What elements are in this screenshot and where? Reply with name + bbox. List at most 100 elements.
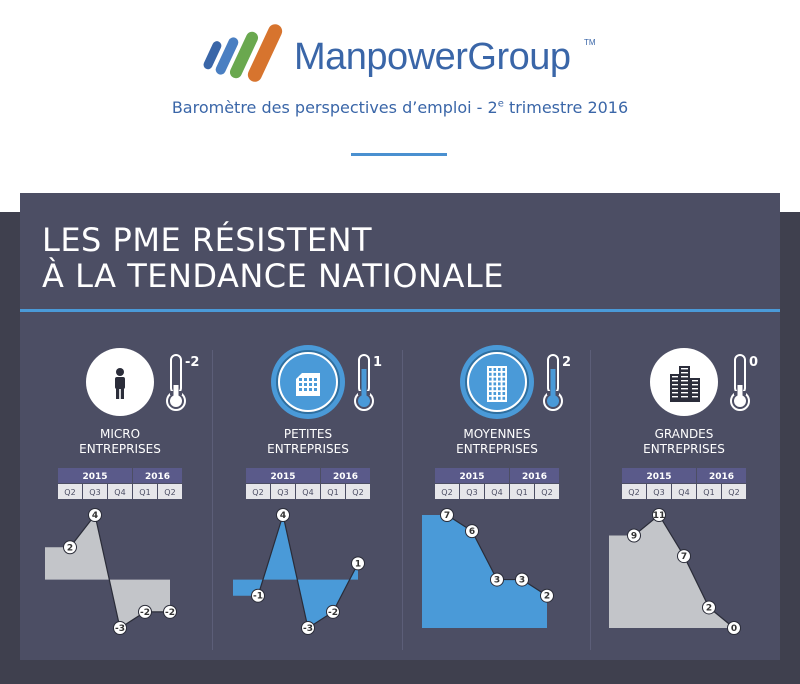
data-point: [163, 604, 177, 619]
building-window: [681, 392, 688, 394]
building-window: [299, 383, 302, 386]
building-window: [489, 382, 492, 386]
quarter-cell: [246, 484, 270, 499]
building-window: [692, 380, 698, 382]
building-window: [502, 392, 506, 395]
data-point: [702, 600, 716, 615]
building-window: [681, 368, 688, 370]
building-window: [493, 396, 497, 400]
data-label: -2: [328, 608, 338, 618]
building-window: [493, 387, 497, 391]
quarter-label: Q1: [703, 488, 714, 497]
quarter-label: Q1: [327, 488, 338, 497]
header: ManpowerGroup TM Baromètre des perspecti…: [0, 0, 800, 212]
thermometer-value: 2: [562, 355, 571, 370]
building-window: [489, 387, 492, 391]
building-window: [304, 378, 307, 381]
thermometer-bulb: [170, 395, 182, 407]
year-label: 2016: [145, 472, 170, 482]
data-label: 7: [681, 552, 687, 562]
building-window: [309, 383, 312, 386]
building-window: [681, 372, 688, 374]
quarter-label: Q3: [89, 488, 100, 497]
year-header: [435, 468, 509, 483]
building-window: [489, 396, 492, 400]
building-window: [493, 372, 497, 376]
headline-line-2: À LA TENDANCE NATIONALE: [42, 257, 504, 295]
building-window: [299, 388, 302, 391]
person-icon: [120, 388, 124, 399]
year-header: [246, 468, 320, 483]
office-building-icon: [487, 366, 507, 402]
building-window: [493, 382, 497, 386]
building-window: [304, 383, 307, 386]
data-label: 4: [280, 511, 286, 521]
thermometer-bulb: [547, 395, 559, 407]
thermometer-level: [361, 369, 367, 399]
thermometer-bulb: [358, 395, 370, 407]
quarter-cell: [460, 484, 484, 499]
quarter-cell: [510, 484, 534, 499]
data-label: 3: [494, 576, 500, 586]
data-point: [276, 508, 290, 522]
building-window: [672, 376, 678, 378]
building-window: [672, 388, 678, 390]
building-window: [314, 383, 317, 386]
quarter-label: Q4: [491, 488, 502, 497]
data-label: 9: [631, 532, 637, 542]
year-label: 2015: [270, 472, 295, 482]
quarter-cell: [133, 484, 157, 499]
building-window: [309, 388, 312, 391]
thermometer-level: [173, 385, 179, 399]
data-point: [301, 621, 315, 635]
data-label: 2: [544, 592, 550, 602]
building-window: [692, 396, 698, 398]
building-window: [681, 376, 688, 378]
building-window: [489, 372, 492, 376]
data-point: [465, 524, 479, 539]
quarter-cell: [271, 484, 295, 499]
building-window: [489, 392, 492, 395]
headline-line-1: LES PME RÉSISTENT: [42, 221, 373, 259]
quarter-label: Q2: [252, 488, 263, 497]
quarter-cell: [158, 484, 182, 499]
building-window: [692, 384, 698, 386]
building-window: [681, 396, 688, 398]
building-window: [692, 392, 698, 394]
building-window: [299, 378, 302, 381]
person-icon: [116, 388, 120, 399]
quarter-cell: [647, 484, 671, 499]
building-window: [498, 387, 501, 391]
year-label: 2015: [646, 472, 671, 482]
quarter-label: Q3: [277, 488, 288, 497]
quarter-cell: [83, 484, 107, 499]
building-window: [502, 377, 506, 381]
page-subtitle: Baromètre des perspectives d’emploi - 2e…: [171, 98, 629, 117]
segment-title: ENTREPRISES: [456, 442, 538, 456]
data-label: 3: [519, 576, 525, 586]
building-window: [304, 388, 307, 391]
quarter-label: Q2: [541, 488, 552, 497]
skyscrapers-icon: [690, 378, 700, 402]
quarter-label: Q1: [139, 488, 150, 497]
year-label: 2015: [459, 472, 484, 482]
brand-name: ManpowerGroup: [294, 36, 571, 78]
data-point: [515, 572, 529, 587]
building-window: [502, 372, 506, 376]
data-point: [440, 508, 454, 522]
year-header: [510, 468, 559, 483]
year-header: [58, 468, 132, 483]
building-window: [681, 380, 688, 382]
segment-title: MICRO: [100, 427, 140, 441]
year-label: 2016: [709, 472, 734, 482]
quarter-cell: [321, 484, 345, 499]
data-label: 2: [706, 603, 712, 613]
thermometer-level: [737, 385, 743, 399]
year-label: 2016: [333, 472, 358, 482]
year-label: 2016: [522, 472, 547, 482]
quarter-label: Q2: [164, 488, 175, 497]
data-point: [652, 508, 666, 522]
building-window: [502, 368, 506, 371]
